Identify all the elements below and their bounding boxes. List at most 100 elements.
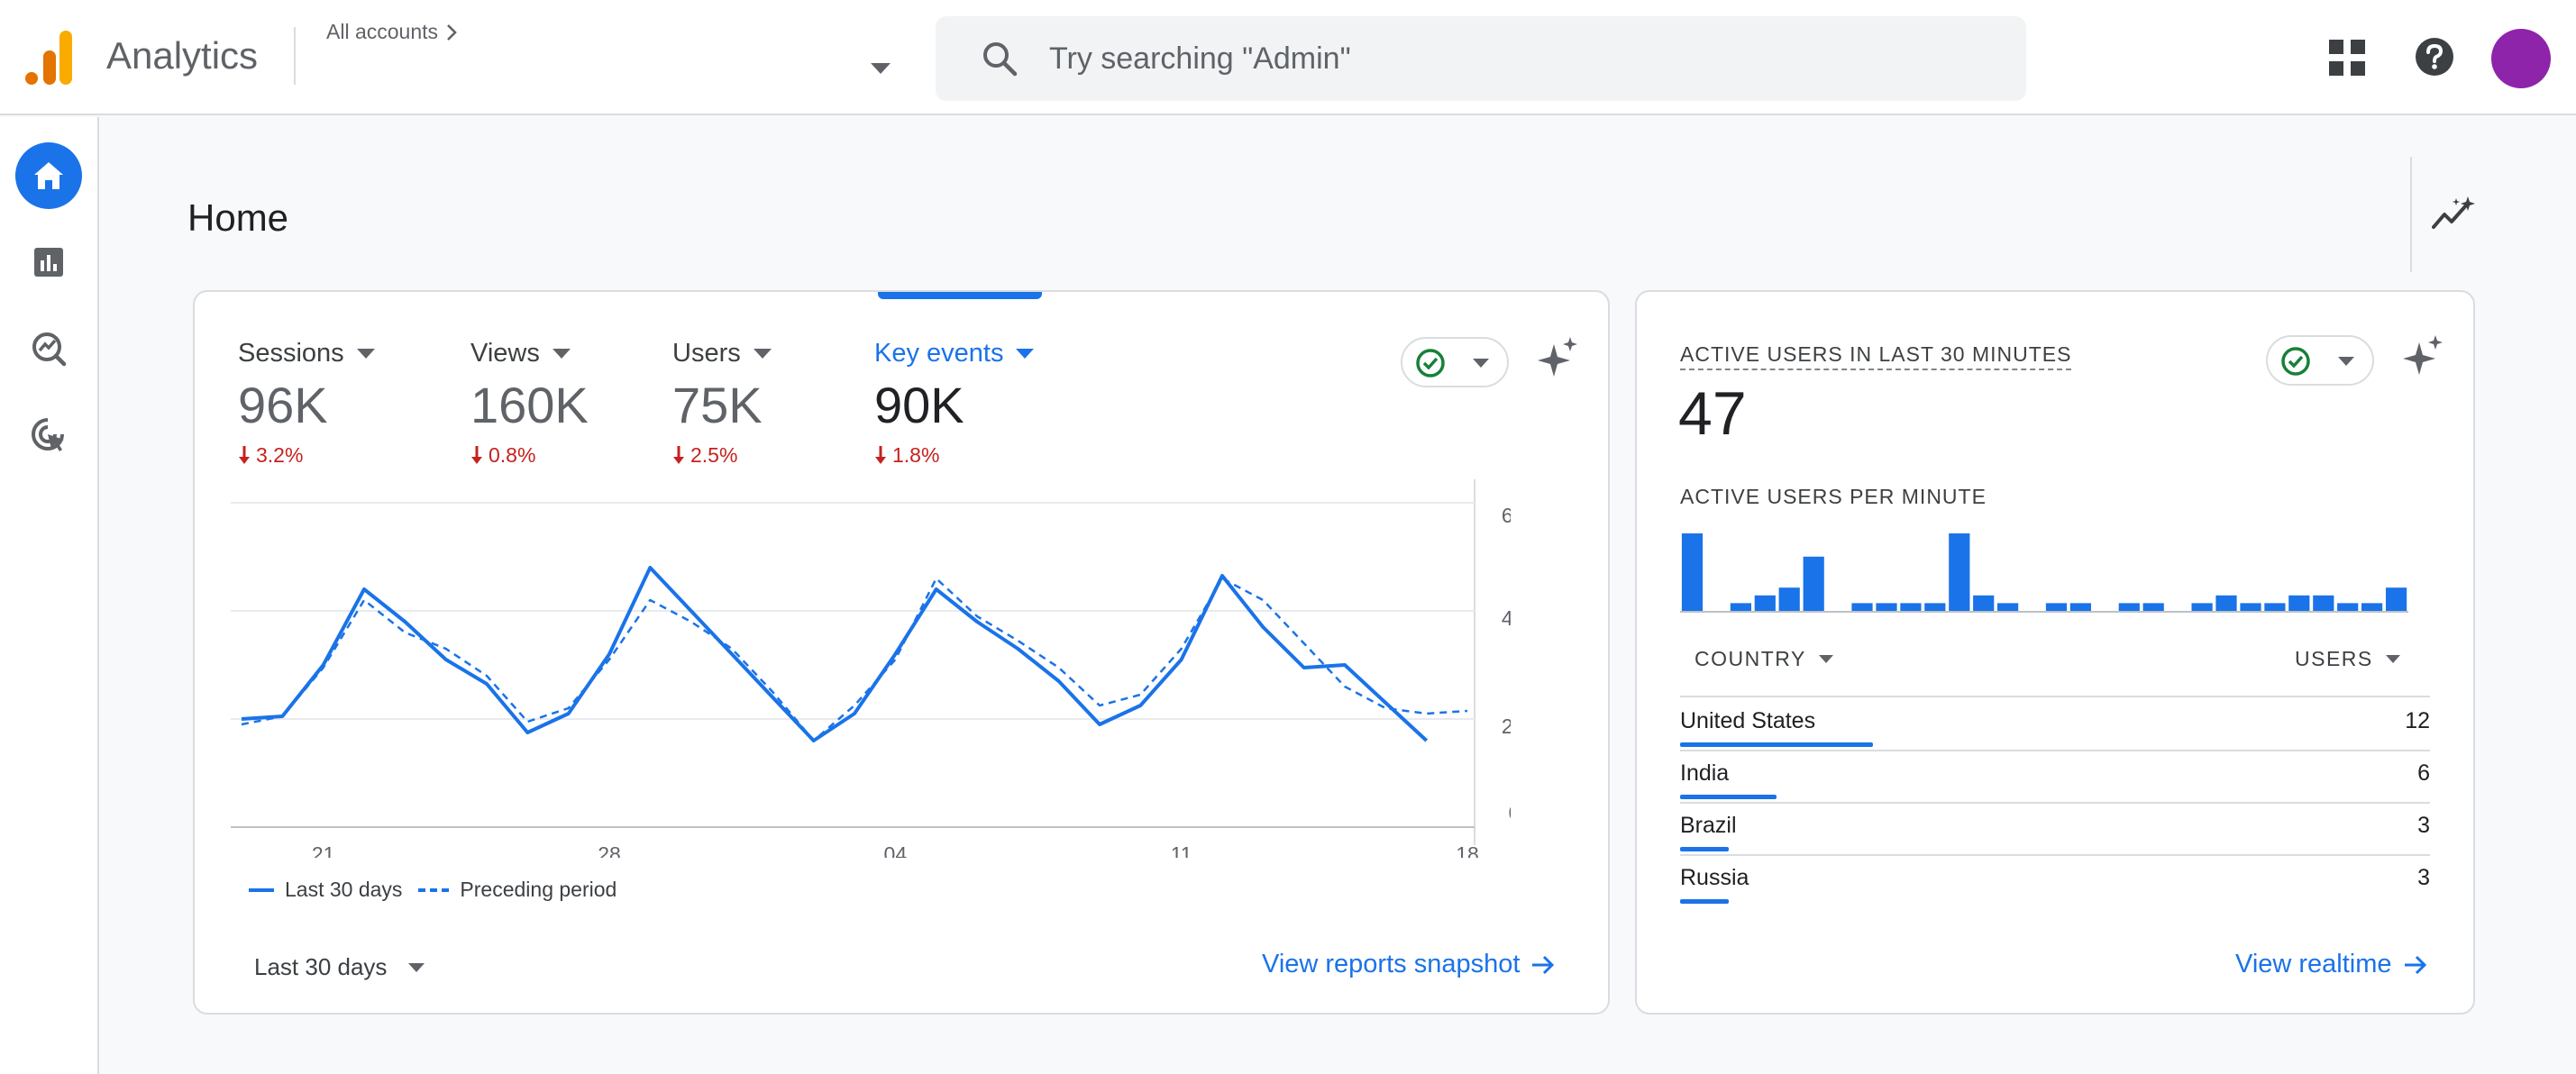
sparkle-insights-icon[interactable] [1538,337,1579,382]
y-tick-label: 0 [1509,801,1511,824]
users-header-label: USERS [2295,647,2373,670]
home-icon [34,162,63,189]
table-row[interactable]: Russia 3 [1680,854,2430,906]
per-minute-bar[interactable] [1973,595,1995,611]
legend-item-previous: Preceding period [418,878,617,902]
metric-value-views: 160K [470,377,589,433]
metric-value-key-events: 90K [874,377,964,433]
sparkle-insights-icon[interactable] [2403,335,2444,380]
analytics-logo-icon[interactable] [25,31,74,85]
realtime-comparison-button[interactable] [2266,335,2374,386]
country-users-value: 3 [2417,865,2430,890]
per-minute-bar[interactable] [2045,603,2068,611]
metric-tab-views[interactable]: Views 160K 0.8% [470,335,589,468]
per-minute-bar[interactable] [2191,603,2213,611]
per-minute-bar[interactable] [2142,603,2164,611]
metric-change-text: 1.8% [892,443,940,467]
date-range-label: Last 30 days [254,953,388,980]
per-minute-bar[interactable] [2288,595,2310,611]
arrow-right-icon [1532,955,1555,974]
country-name: United States [1680,708,1816,733]
help-icon[interactable] [2414,36,2455,77]
metric-change-text: 0.8% [489,443,536,467]
per-minute-bar[interactable] [1876,603,1897,611]
top-app-bar: Analytics All accounts [0,0,2576,115]
per-minute-bar[interactable] [1851,603,1873,611]
per-minute-bar[interactable] [2240,603,2261,611]
metric-change-text: 2.5% [690,443,738,467]
metric-tab-users[interactable]: Users 75K 2.5% [672,335,772,468]
country-column-header[interactable]: COUNTRY [1694,647,1833,671]
search-icon [983,42,1018,77]
vertical-divider [2410,157,2412,272]
date-range-dropdown[interactable]: Last 30 days [254,953,425,981]
dropdown-caret-icon [1473,359,1489,368]
dropdown-caret-icon[interactable] [1016,348,1035,359]
search-input[interactable] [1049,32,1987,85]
rail-item-reports[interactable] [15,229,82,296]
metric-label-text: Views [470,338,540,368]
per-minute-bar[interactable] [1754,595,1776,611]
per-minute-bar[interactable] [2337,603,2359,611]
per-minute-bar[interactable] [1803,556,1824,611]
account-dropdown-caret-icon[interactable] [871,63,891,74]
per-minute-bar[interactable] [2313,595,2334,611]
account-avatar[interactable] [2491,29,2551,88]
metric-tab-sessions[interactable]: Sessions 96K 3.2% [238,335,375,468]
rail-item-explore[interactable] [15,315,82,382]
arrow-down-icon [471,445,482,464]
country-users-bar [1680,899,1729,904]
metric-tab-key-events[interactable]: Key events 90K 1.8% [874,335,1035,468]
per-minute-bar[interactable] [1997,603,2019,611]
dropdown-caret-icon[interactable] [753,348,772,359]
users-column-header[interactable]: USERS [2295,647,2400,671]
page-title: Home [187,196,289,239]
country-users-value: 6 [2417,760,2430,786]
per-minute-bar[interactable] [1681,533,1704,611]
apps-grid-icon[interactable] [2329,40,2365,76]
metric-label-users: Users [672,335,772,371]
rail-item-home[interactable] [15,142,82,209]
realtime-card: ACTIVE USERS IN LAST 30 MINUTES 47 ACTIV… [1635,290,2475,1015]
table-row[interactable]: India 6 [1680,750,2430,802]
country-users-value: 3 [2417,813,2430,838]
per-minute-bar[interactable] [1730,603,1751,611]
per-minute-bar[interactable] [2215,595,2237,611]
dropdown-caret-icon[interactable] [552,348,571,359]
table-row[interactable]: Brazil 3 [1680,802,2430,854]
per-minute-bar[interactable] [1778,587,1800,611]
search-bar[interactable] [936,16,2026,101]
account-selector[interactable]: All accounts [326,20,458,44]
legend-label-current: Last 30 days [285,878,403,901]
view-realtime-link[interactable]: View realtime [2235,950,2428,979]
metric-change-text: 3.2% [256,443,304,467]
per-minute-bar[interactable] [2118,603,2140,611]
legend-item-current: Last 30 days [249,878,402,902]
per-minute-bar[interactable] [1924,603,1946,611]
left-nav-rail [0,117,99,1074]
legend-solid-line-icon [249,887,274,892]
dropdown-caret-icon [2338,357,2354,366]
series-line-preceding-period [241,577,1468,742]
rail-item-advertising[interactable] [15,402,82,469]
chevron-right-icon [447,23,457,41]
per-minute-bar[interactable] [1900,603,1922,611]
dropdown-caret-icon[interactable] [356,348,375,359]
check-circle-icon [1416,349,1445,378]
comparison-status-button[interactable] [1401,337,1509,387]
x-tick-label: 11 [1171,842,1192,858]
check-circle-icon [2281,347,2310,376]
per-minute-bar[interactable] [2386,587,2407,611]
metric-label-key-events: Key events [874,335,1035,371]
per-minute-bar[interactable] [2069,603,2091,611]
metric-label-text: Sessions [238,338,344,368]
table-row[interactable]: United States 12 [1680,697,2430,750]
view-reports-snapshot-link[interactable]: View reports snapshot [1262,950,1556,979]
insights-icon[interactable] [2432,195,2475,231]
per-minute-bar[interactable] [1949,533,1970,611]
sessions-line-chart: 02K4K6K21Jul2804Aug1118 [231,479,1511,858]
country-users-bar [1680,795,1777,799]
realtime-title[interactable]: ACTIVE USERS IN LAST 30 MINUTES [1680,342,2072,370]
per-minute-bar[interactable] [2264,603,2286,611]
per-minute-bar[interactable] [2361,603,2383,611]
